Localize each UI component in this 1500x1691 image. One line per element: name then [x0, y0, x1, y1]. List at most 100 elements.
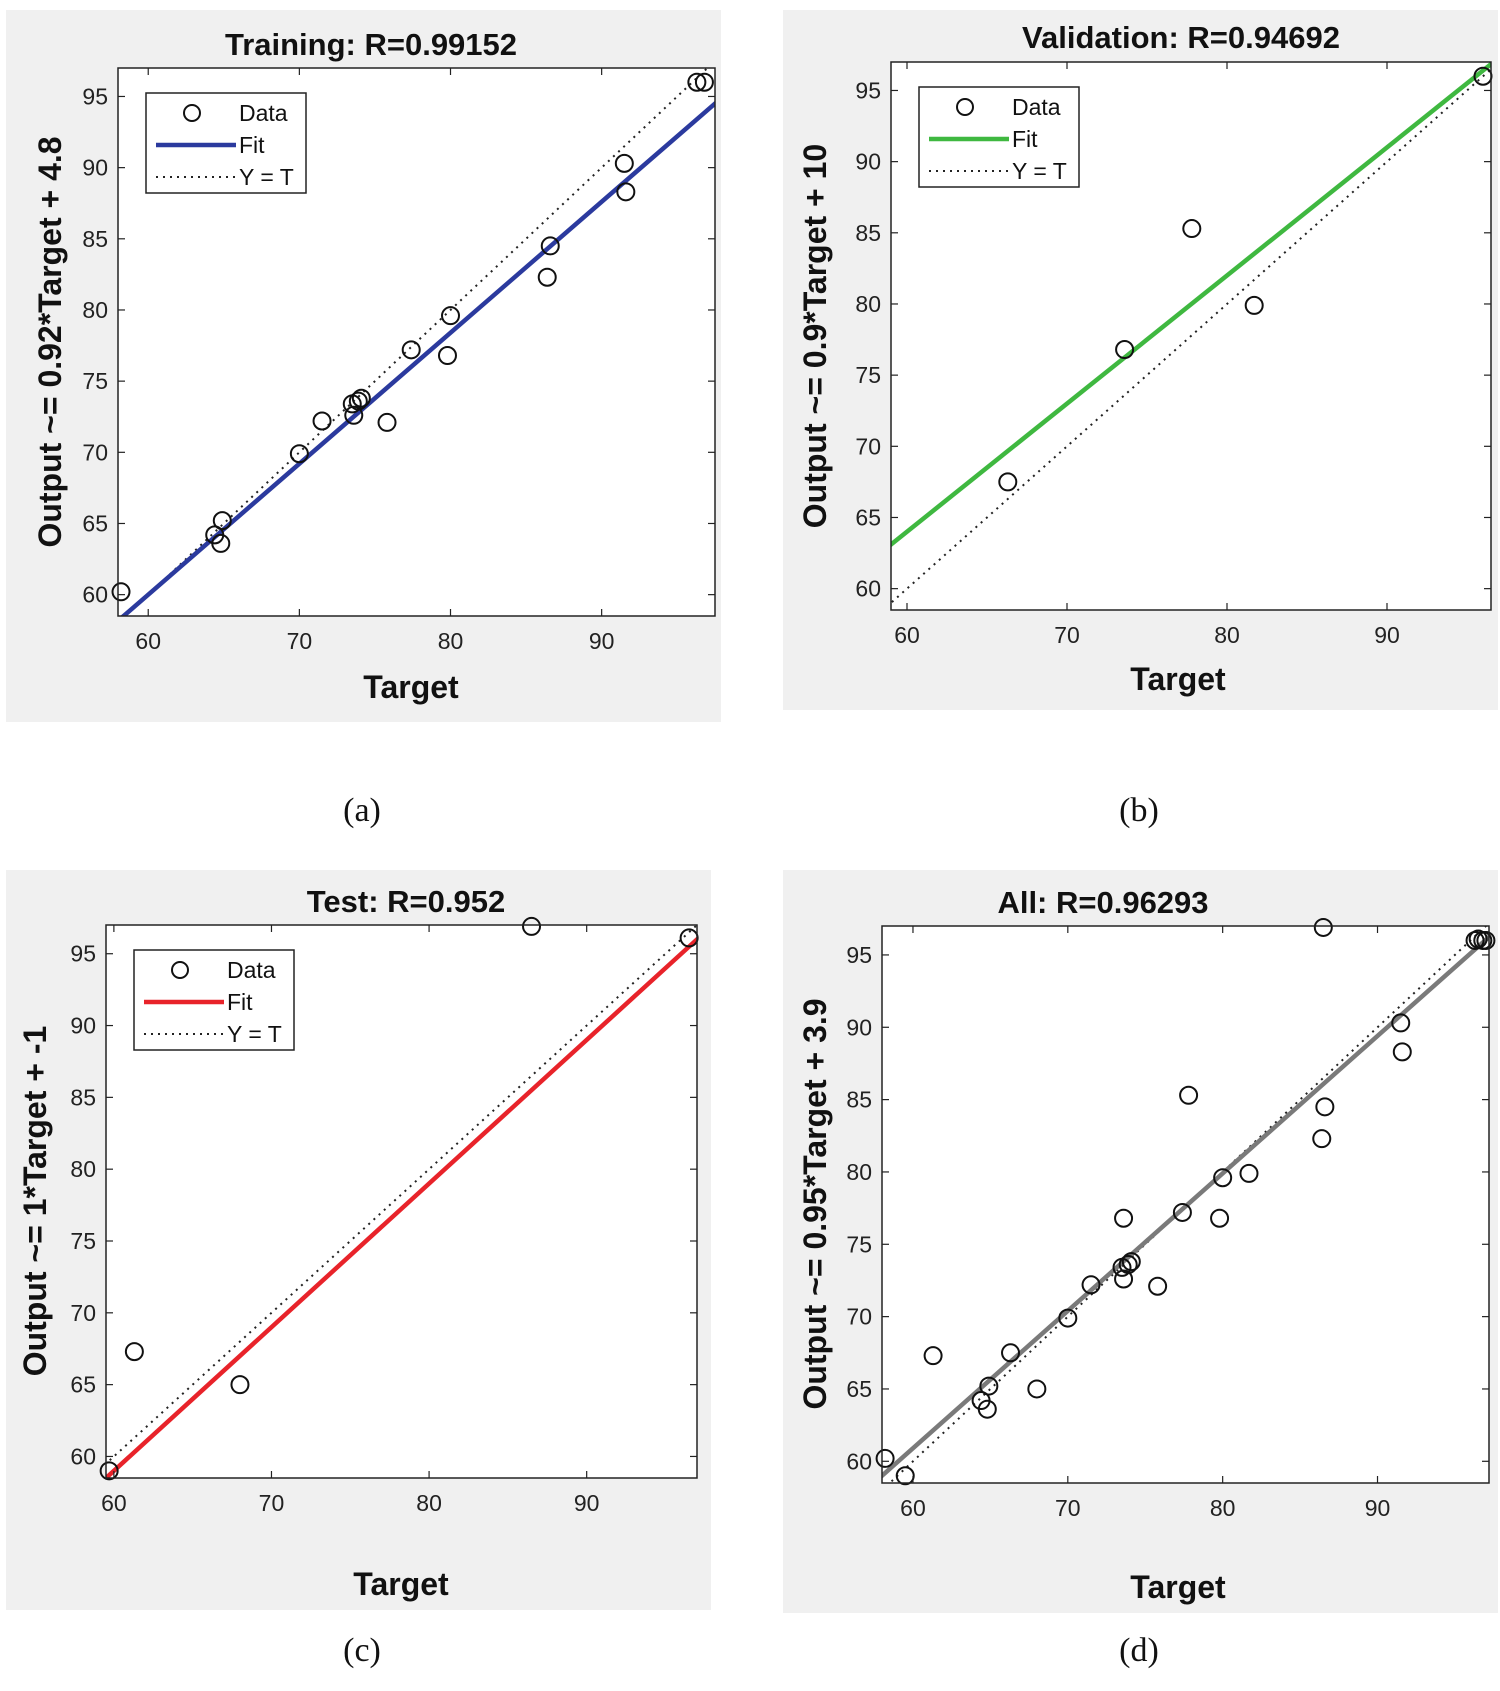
y-tick-label: 75 [855, 362, 881, 388]
data-point [437, 346, 457, 366]
y-tick-label: 75 [70, 1228, 96, 1254]
y-tick-label: 95 [70, 941, 96, 967]
data-point [1313, 917, 1333, 937]
y-tick-label: 65 [70, 1372, 96, 1398]
legend-label: Y = T [1012, 158, 1067, 184]
identity-line [891, 67, 1491, 605]
y-tick-label: 80 [855, 291, 881, 317]
data-point [1392, 1042, 1412, 1062]
y-tick-label: 90 [855, 149, 881, 175]
x-tick-label: 70 [1055, 1495, 1081, 1521]
data-point [998, 472, 1018, 492]
plot-content [106, 925, 697, 1478]
caption-b: (b) [1119, 792, 1159, 829]
data-point [1182, 219, 1202, 239]
x-tick-label: 90 [574, 1490, 600, 1516]
x-tick-label: 80 [1210, 1495, 1236, 1521]
y-tick-label: 85 [846, 1087, 872, 1113]
legend-label: Fit [1012, 126, 1038, 152]
x-tick-label: 70 [287, 628, 313, 654]
data-point [1148, 1276, 1168, 1296]
data-point [694, 72, 714, 92]
fit-line [120, 100, 715, 616]
data-point [211, 533, 231, 553]
y-tick-label: 85 [82, 226, 108, 252]
plot-content [891, 62, 1491, 605]
chart-title: Training: R=0.99152 [225, 27, 517, 62]
y-tick-label: 60 [846, 1448, 872, 1474]
y-tick-label: 85 [855, 220, 881, 246]
data-point [1121, 1252, 1141, 1272]
panel-d: 60 70 80 90 60 65 70 75 80 85 90 95 All: R=0.96293 Ta… [783, 870, 1498, 1613]
x-tick-label: 60 [101, 1490, 127, 1516]
y-axis-label: Output ~= 1*Target + -1 [17, 1026, 53, 1377]
fit-line [106, 936, 697, 1478]
y-tick-label: 95 [82, 83, 108, 109]
chart-c: 60 70 80 90 60 65 70 75 80 85 90 95 Test: R=0.952 Tar… [17, 884, 699, 1602]
caption-a: (a) [343, 792, 381, 829]
data-point [348, 391, 368, 411]
plot-frame [881, 925, 1490, 1484]
x-axis-label: Target [353, 1566, 449, 1602]
y-tick-label: 85 [70, 1084, 96, 1110]
fit-line [891, 62, 1491, 548]
data-point [875, 1448, 895, 1468]
y-tick-label: 65 [846, 1376, 872, 1402]
chart-d: 60 70 80 90 60 65 70 75 80 85 90 95 All: R=0.96293 Ta… [797, 885, 1496, 1605]
data-point [1179, 1085, 1199, 1105]
y-tick-label: 65 [855, 504, 881, 530]
y-axis-label: Output ~= 0.9*Target + 10 [797, 144, 833, 528]
x-tick-label: 60 [900, 1495, 926, 1521]
y-tick-label: 90 [70, 1013, 96, 1039]
y-tick-label: 70 [70, 1300, 96, 1326]
y-tick-label: 70 [82, 439, 108, 465]
y-tick-label: 80 [846, 1159, 872, 1185]
data-point [344, 405, 364, 425]
y-tick-label: 95 [855, 77, 881, 103]
data-point [1001, 1343, 1021, 1363]
chart-b: 60 70 80 90 60 65 70 75 80 85 90 95 Validation: R=0.… [797, 20, 1493, 697]
y-tick-label: 90 [82, 155, 108, 181]
data-point [212, 511, 232, 531]
y-axis-label: Output ~= 0.95*Target + 3.9 [797, 998, 833, 1409]
y-tick-label: 90 [846, 1014, 872, 1040]
y-tick-label: 60 [70, 1443, 96, 1469]
y-tick-label: 60 [82, 582, 108, 608]
x-tick-label: 60 [135, 628, 161, 654]
data-point [1239, 1163, 1259, 1183]
data-point [1312, 1129, 1332, 1149]
legend-label: Data [227, 957, 276, 983]
chart-a: 60 70 80 90 60 65 70 75 80 85 90 95 Training: R=0.99… [32, 27, 716, 705]
legend-label: Y = T [239, 164, 294, 190]
plot-frame [890, 61, 1492, 611]
y-tick-label: 75 [82, 368, 108, 394]
legend-label: Fit [227, 989, 253, 1015]
data-point [1058, 1308, 1078, 1328]
plot-content [882, 926, 1489, 1483]
x-axis-label: Target [363, 669, 459, 705]
x-axis-label: Target [1130, 661, 1226, 697]
legend-label: Data [1012, 94, 1061, 120]
plot-frame [105, 924, 698, 1479]
data-point [923, 1346, 943, 1366]
data-point [124, 1342, 144, 1362]
x-tick-label: 90 [1365, 1495, 1391, 1521]
y-tick-label: 75 [846, 1231, 872, 1257]
chart-title: Test: R=0.952 [307, 884, 505, 919]
plot-frame [117, 67, 716, 617]
y-tick-label: 70 [846, 1304, 872, 1330]
x-tick-label: 80 [416, 1490, 442, 1516]
x-tick-label: 80 [1214, 622, 1240, 648]
y-tick-label: 80 [82, 297, 108, 323]
legend-label: Fit [239, 132, 265, 158]
x-tick-label: 90 [589, 628, 615, 654]
data-point [1391, 1013, 1411, 1033]
x-tick-label: 60 [894, 622, 920, 648]
data-point [687, 72, 707, 92]
data-point [537, 267, 557, 287]
data-point [351, 388, 371, 408]
panel-b: 60 70 80 90 60 65 70 75 80 85 90 95 Validation: R=0.… [783, 10, 1498, 710]
x-tick-label: 70 [259, 1490, 285, 1516]
y-tick-label: 95 [846, 942, 872, 968]
x-axis-label: Target [1130, 1569, 1226, 1605]
